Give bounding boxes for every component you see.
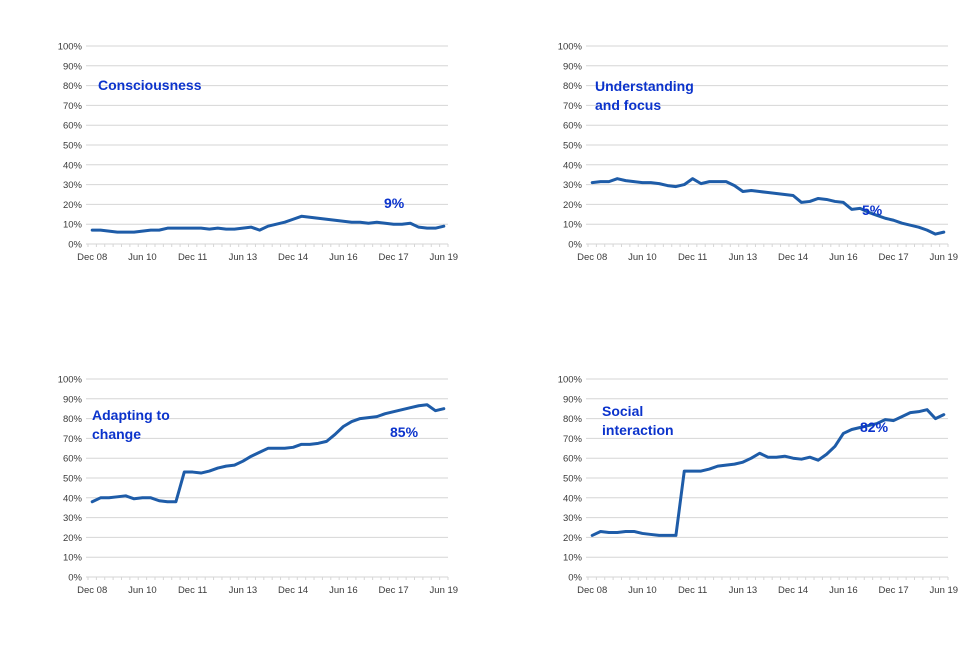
chart-title: Consciousness [98, 76, 201, 95]
svg-text:10%: 10% [563, 220, 583, 231]
svg-text:0%: 0% [68, 240, 82, 251]
svg-text:20%: 20% [563, 200, 583, 211]
svg-text:Dec 08: Dec 08 [577, 585, 607, 596]
svg-text:80%: 80% [63, 81, 83, 92]
svg-text:0%: 0% [568, 240, 582, 251]
svg-text:90%: 90% [63, 394, 83, 405]
svg-text:Jun 16: Jun 16 [329, 585, 358, 596]
svg-text:Dec 08: Dec 08 [77, 252, 107, 263]
svg-text:0%: 0% [568, 573, 582, 584]
svg-text:90%: 90% [63, 61, 83, 72]
svg-text:40%: 40% [63, 160, 83, 171]
svg-text:70%: 70% [63, 101, 83, 112]
svg-text:Jun 10: Jun 10 [128, 252, 157, 263]
svg-text:80%: 80% [563, 81, 583, 92]
svg-text:Dec 08: Dec 08 [77, 585, 107, 596]
svg-text:Dec 11: Dec 11 [178, 585, 207, 596]
svg-text:10%: 10% [63, 553, 83, 564]
svg-text:90%: 90% [563, 394, 583, 405]
svg-text:0%: 0% [68, 573, 82, 584]
chart-title-line: interaction [602, 422, 674, 438]
value-callout: 82% [860, 419, 889, 435]
svg-text:80%: 80% [563, 414, 583, 425]
svg-text:Jun 16: Jun 16 [329, 252, 358, 263]
chart-title: Adapting to change [92, 406, 170, 444]
svg-text:20%: 20% [63, 200, 83, 211]
svg-text:100%: 100% [58, 375, 83, 386]
chart-social-interaction: 100% 90% 80% 70% 60% 50% 40% 30% 20% 10% 0% Dec 08 J… [540, 363, 960, 663]
chart-understanding-and-focus: 100% 90% 80% 70% 60% 50% 40% 30% 20% 10% 0% Dec 08 J… [540, 30, 960, 330]
chart-title-line: Understanding [595, 78, 694, 94]
svg-text:50%: 50% [63, 141, 83, 152]
chart-canvas: 100% 90% 80% 70% 60% 50% 40% 30% 20% 10% 0%Dec 08 J… [58, 42, 459, 264]
chart-title: Social interaction [602, 402, 674, 440]
svg-text:Dec 14: Dec 14 [278, 252, 308, 263]
svg-text:90%: 90% [563, 61, 583, 72]
svg-text:Jun 19: Jun 19 [430, 252, 459, 263]
svg-text:Dec 14: Dec 14 [778, 585, 808, 596]
svg-text:Jun 19: Jun 19 [930, 585, 959, 596]
chart-title-line: and focus [595, 97, 662, 113]
svg-text:40%: 40% [563, 160, 583, 171]
svg-text:100%: 100% [558, 375, 583, 386]
svg-text:50%: 50% [563, 474, 583, 485]
svg-text:100%: 100% [558, 42, 583, 53]
svg-text:Jun 13: Jun 13 [229, 252, 258, 263]
svg-text:30%: 30% [563, 513, 583, 524]
chart-consciousness: 100% 90% 80% 70% 60% 50% 40% 30% 20% 10% 0% Dec 08 J… [40, 30, 480, 330]
chart-title-line: Adapting to [92, 407, 170, 423]
value-callout: 5% [862, 202, 883, 218]
svg-text:Jun 13: Jun 13 [729, 252, 758, 263]
svg-text:Jun 13: Jun 13 [729, 585, 758, 596]
svg-text:50%: 50% [563, 141, 583, 152]
svg-text:Jun 16: Jun 16 [829, 252, 858, 263]
svg-text:Jun 19: Jun 19 [430, 585, 459, 596]
chart-canvas: 100% 90% 80% 70% 60% 50% 40% 30% 20% 10% 0%Dec 08 J… [558, 42, 959, 264]
svg-text:Dec 14: Dec 14 [778, 252, 808, 263]
svg-text:70%: 70% [63, 434, 83, 445]
svg-text:Jun 10: Jun 10 [628, 252, 657, 263]
chart-canvas: 100% 90% 80% 70% 60% 50% 40% 30% 20% 10% 0%Dec 08 J… [58, 375, 459, 597]
svg-text:60%: 60% [63, 454, 83, 465]
chart-title-line: Social [602, 403, 644, 419]
svg-text:70%: 70% [563, 434, 583, 445]
chart-title-line: change [92, 426, 142, 442]
svg-text:40%: 40% [563, 493, 583, 504]
svg-text:Dec 11: Dec 11 [678, 585, 707, 596]
svg-text:20%: 20% [63, 533, 83, 544]
value-callout: 85% [390, 424, 419, 440]
svg-text:Dec 11: Dec 11 [178, 252, 207, 263]
svg-text:50%: 50% [63, 474, 83, 485]
chart-canvas: 100% 90% 80% 70% 60% 50% 40% 30% 20% 10% 0%Dec 08 J… [558, 375, 959, 597]
svg-text:10%: 10% [563, 553, 583, 564]
svg-text:60%: 60% [563, 454, 583, 465]
svg-text:Jun 13: Jun 13 [229, 585, 258, 596]
value-callout: 9% [384, 195, 405, 211]
svg-text:Jun 10: Jun 10 [628, 585, 657, 596]
svg-text:30%: 30% [563, 180, 583, 191]
svg-text:40%: 40% [63, 493, 83, 504]
svg-text:Jun 16: Jun 16 [829, 585, 858, 596]
svg-text:Jun 10: Jun 10 [128, 585, 157, 596]
svg-text:Dec 17: Dec 17 [879, 585, 909, 596]
svg-text:20%: 20% [563, 533, 583, 544]
svg-text:60%: 60% [563, 121, 583, 132]
svg-text:Jun 19: Jun 19 [930, 252, 959, 263]
svg-text:60%: 60% [63, 121, 83, 132]
svg-text:Dec 17: Dec 17 [379, 585, 409, 596]
svg-text:30%: 30% [63, 180, 83, 191]
svg-text:30%: 30% [63, 513, 83, 524]
svg-text:100%: 100% [58, 42, 83, 53]
svg-text:Dec 08: Dec 08 [577, 252, 607, 263]
svg-text:70%: 70% [563, 101, 583, 112]
chart-title: Understanding and focus [595, 77, 694, 115]
chart-adapting-to-change: 100% 90% 80% 70% 60% 50% 40% 30% 20% 10% 0% Dec 08 J… [40, 363, 480, 663]
svg-text:Dec 17: Dec 17 [879, 252, 909, 263]
svg-text:80%: 80% [63, 414, 83, 425]
svg-text:10%: 10% [63, 220, 83, 231]
svg-text:Dec 17: Dec 17 [379, 252, 409, 263]
svg-text:Dec 14: Dec 14 [278, 585, 308, 596]
chart-title-line: Consciousness [98, 77, 202, 93]
svg-text:Dec 11: Dec 11 [678, 252, 707, 263]
